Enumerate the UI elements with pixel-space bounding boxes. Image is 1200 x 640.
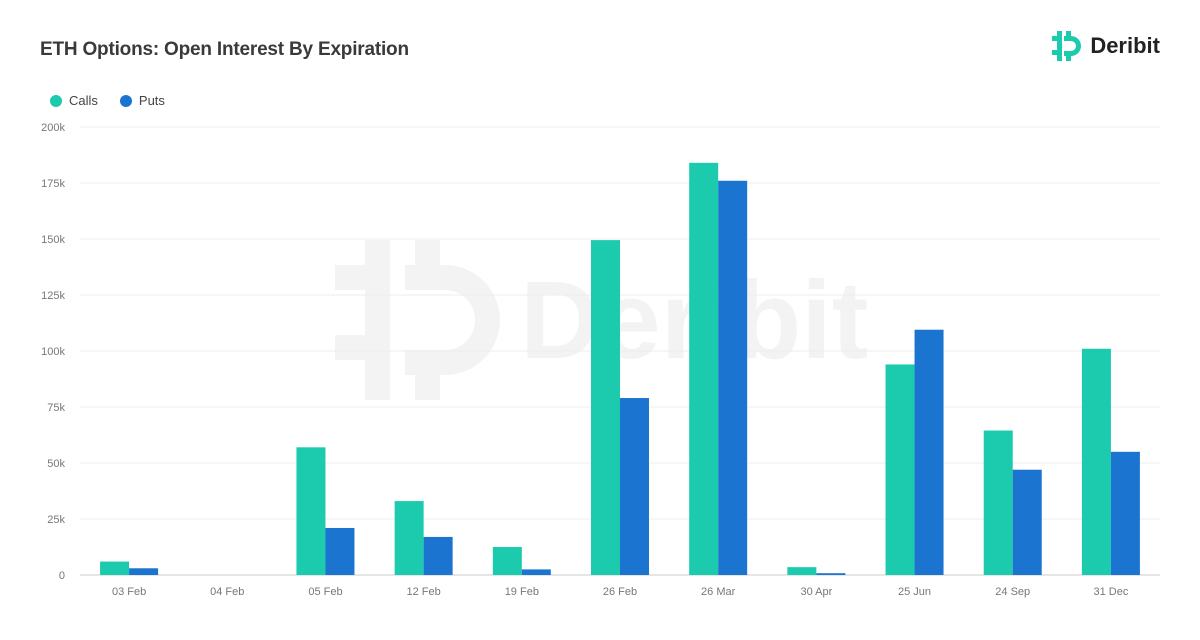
bar-calls[interactable] (787, 567, 817, 575)
bar-calls[interactable] (100, 561, 130, 575)
legend-item-puts[interactable]: Puts (119, 93, 165, 108)
bar-puts[interactable] (423, 536, 453, 575)
bar-calls[interactable] (983, 430, 1013, 575)
x-tick-label: 24 Sep (995, 586, 1030, 598)
y-tick-label: 200k (41, 122, 65, 134)
bar-puts[interactable] (914, 329, 944, 575)
bar-calls[interactable] (885, 364, 915, 575)
x-tick-label: 19 Feb (505, 586, 539, 598)
x-tick-label: 26 Mar (701, 586, 736, 598)
legend: Calls Puts (50, 93, 165, 108)
legend-label-puts: Puts (138, 93, 165, 108)
legend-dot-puts (119, 94, 132, 107)
bar-puts[interactable] (620, 398, 649, 575)
bar-puts[interactable] (129, 568, 159, 575)
chart-title: ETH Options: Open Interest By Expiration (40, 39, 409, 60)
bar-puts[interactable] (325, 527, 355, 575)
y-tick-label: 0 (59, 570, 65, 582)
brand-logo: Deribit (1050, 30, 1160, 62)
x-tick-label: 26 Feb (603, 586, 637, 598)
y-tick-label: 50k (47, 458, 65, 470)
x-tick-label: 31 Dec (1093, 586, 1128, 598)
bar-puts[interactable] (521, 569, 551, 575)
x-tick-label: 25 Jun (898, 586, 931, 598)
bar-puts[interactable] (1110, 451, 1140, 575)
bar-puts[interactable] (1012, 469, 1042, 575)
bar-calls[interactable] (591, 240, 620, 575)
bar-calls[interactable] (689, 162, 719, 575)
bar-calls[interactable] (492, 547, 522, 575)
x-tick-label: 12 Feb (407, 586, 441, 598)
y-tick-label: 75k (47, 402, 65, 414)
x-tick-label: 05 Feb (308, 586, 342, 598)
deribit-logo-icon (1052, 31, 1082, 61)
y-tick-label: 150k (41, 234, 65, 246)
x-tick-label: 30 Apr (800, 586, 832, 598)
bar-puts[interactable] (816, 573, 846, 575)
legend-dot-calls (50, 94, 62, 107)
y-tick-label: 125k (41, 290, 65, 302)
bar-puts[interactable] (718, 180, 748, 575)
legend-label-calls: Calls (69, 93, 98, 108)
x-tick-label: 04 Feb (210, 586, 244, 598)
bar-calls[interactable] (296, 447, 326, 575)
brand-name: Deribit (1090, 33, 1160, 58)
x-tick-label: 03 Feb (112, 586, 146, 598)
bar-calls[interactable] (1081, 348, 1111, 575)
y-tick-label: 100k (41, 346, 65, 358)
bar-calls[interactable] (394, 501, 424, 575)
legend-item-calls[interactable]: Calls (50, 93, 98, 108)
y-tick-label: 25k (47, 514, 65, 526)
y-tick-label: 175k (41, 178, 65, 190)
